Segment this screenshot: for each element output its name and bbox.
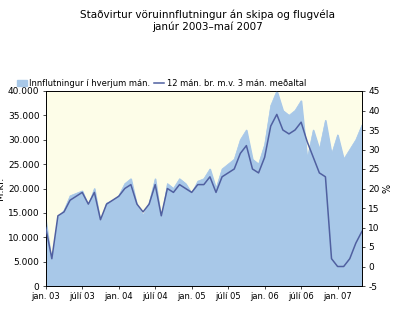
Legend: Innflutningur í hverjum mán., 12 mán. br. m.v. 3 mán. meðaltal: Innflutningur í hverjum mán., 12 mán. br…: [17, 79, 306, 88]
Y-axis label: M.kr.: M.kr.: [0, 177, 5, 200]
Text: Staðvirtur vöruinnflutningur án skipa og flugvéla
janúr 2003–maí 2007: Staðvirtur vöruinnflutningur án skipa og…: [81, 10, 335, 32]
Y-axis label: %: %: [382, 184, 392, 193]
